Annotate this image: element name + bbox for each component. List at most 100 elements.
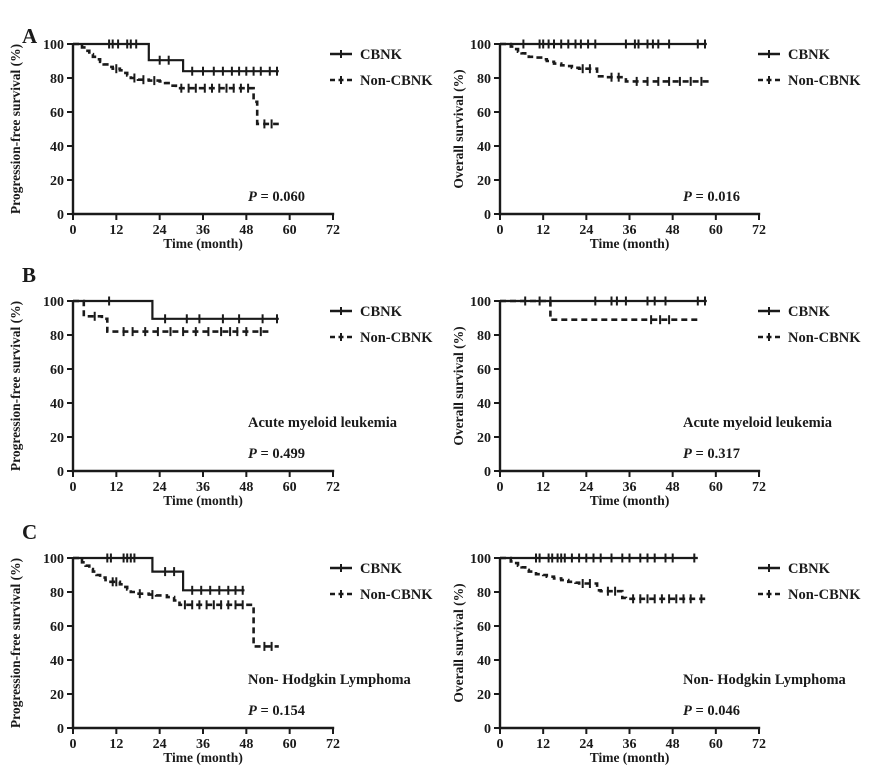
legend-label: Non-CBNK [788, 73, 861, 89]
plot-b-progression-free-survival-aml: 0 20 40 60 80 100 0 12 24 36 48 60 72 Time (month) Pro… [8, 295, 433, 508]
x-tick-label: 60 [709, 480, 723, 495]
x-tick-label: 12 [109, 737, 123, 752]
x-tick-label: 60 [283, 223, 297, 238]
p-value: P = 0.499 [248, 446, 305, 462]
y-axis-title: Overall survival (%) [451, 69, 466, 188]
y-tick-label: 0 [57, 722, 64, 737]
x-tick-label: 36 [196, 480, 210, 495]
panel-label-a: A [22, 24, 38, 48]
y-tick-label: 100 [470, 38, 491, 53]
survival-curve-cbnk [73, 556, 245, 592]
panel-label-c: C [22, 520, 38, 544]
p-value: P = 0.154 [248, 703, 305, 719]
x-tick-label: 72 [326, 480, 340, 495]
x-tick-label: 12 [109, 480, 123, 495]
y-tick-label: 0 [484, 208, 491, 223]
y-tick-label: 20 [477, 688, 491, 703]
survival-curve-non-cbnk [73, 299, 272, 333]
x-tick-label: 72 [752, 480, 766, 495]
x-tick-label: 36 [196, 223, 210, 238]
legend-label: Non-CBNK [788, 587, 861, 603]
x-tick-label: 12 [109, 223, 123, 238]
y-tick-label: 100 [470, 552, 491, 567]
y-tick-label: 60 [50, 363, 64, 378]
x-tick-label: 48 [666, 223, 680, 238]
x-tick-label: 48 [239, 480, 253, 495]
plot-a-overall-survival: 0 20 40 60 80 100 0 12 24 36 48 60 72 Time (month) Ove… [451, 38, 861, 251]
legend-label: Non-CBNK [360, 330, 433, 346]
y-tick-label: 100 [43, 38, 64, 53]
p-value: P = 0.016 [683, 189, 740, 205]
survival-curve-non-cbnk [500, 42, 709, 83]
survival-curve-non-cbnk [73, 42, 279, 126]
survival-curve-cbnk [73, 299, 279, 320]
panel-label-b: B [22, 263, 37, 287]
y-tick-label: 20 [477, 174, 491, 189]
x-tick-label: 60 [283, 737, 297, 752]
x-tick-label: 36 [623, 737, 637, 752]
y-axis-title: Overall survival (%) [451, 326, 466, 445]
y-axis-title: Overall survival (%) [451, 583, 466, 702]
x-tick-label: 60 [709, 737, 723, 752]
legend-label: CBNK [360, 47, 403, 63]
legend-label: CBNK [788, 561, 831, 577]
x-tick-label: 0 [70, 480, 77, 495]
y-tick-label: 0 [484, 722, 491, 737]
p-value: P = 0.060 [248, 189, 305, 205]
x-tick-label: 72 [326, 223, 340, 238]
y-tick-label: 40 [50, 140, 64, 155]
plot-c-progression-free-survival-nhl: 0 20 40 60 80 100 0 12 24 36 48 60 72 Time (month) Pro… [8, 552, 433, 765]
x-tick-label: 36 [623, 480, 637, 495]
survival-curve-non-cbnk [500, 299, 698, 321]
y-tick-label: 0 [57, 465, 64, 480]
x-tick-label: 48 [666, 737, 680, 752]
disease-annotation: Non- Hodgkin Lymphoma [683, 672, 847, 688]
y-tick-label: 80 [477, 329, 491, 344]
x-tick-label: 24 [153, 737, 167, 752]
x-tick-label: 48 [239, 223, 253, 238]
x-tick-label: 24 [579, 223, 593, 238]
legend-label: CBNK [788, 304, 831, 320]
survival-curve-cbnk [73, 42, 279, 73]
y-tick-label: 80 [477, 586, 491, 601]
x-tick-label: 72 [326, 737, 340, 752]
plot-a-progression-free-survival: 0 20 40 60 80 100 0 12 24 36 48 60 72 Time (month) Pro… [8, 38, 433, 251]
x-axis-title: Time (month) [163, 236, 243, 251]
disease-annotation: Non- Hodgkin Lymphoma [248, 672, 412, 688]
y-axis-title: Progression-free survival (%) [8, 301, 23, 471]
x-tick-label: 0 [497, 223, 504, 238]
y-tick-label: 0 [57, 208, 64, 223]
y-tick-label: 20 [50, 431, 64, 446]
x-tick-label: 12 [536, 223, 550, 238]
y-tick-label: 100 [43, 295, 64, 310]
x-axis-title: Time (month) [163, 493, 243, 508]
y-tick-label: 60 [477, 106, 491, 121]
plot-c-overall-survival-nhl: 0 20 40 60 80 100 0 12 24 36 48 60 72 Time (month) Ove… [451, 552, 861, 765]
disease-annotation: Acute myeloid leukemia [683, 415, 833, 431]
y-tick-label: 80 [50, 586, 64, 601]
legend-label: Non-CBNK [360, 587, 433, 603]
x-tick-label: 60 [709, 223, 723, 238]
y-tick-label: 20 [50, 688, 64, 703]
y-tick-label: 40 [477, 654, 491, 669]
x-tick-label: 36 [196, 737, 210, 752]
y-tick-label: 80 [50, 72, 64, 87]
x-tick-label: 24 [579, 480, 593, 495]
x-tick-label: 12 [536, 480, 550, 495]
disease-annotation: Acute myeloid leukemia [248, 415, 398, 431]
y-tick-label: 60 [50, 106, 64, 121]
x-tick-label: 0 [70, 223, 77, 238]
x-axis-title: Time (month) [590, 750, 670, 765]
legend-label: CBNK [360, 304, 403, 320]
y-tick-label: 20 [477, 431, 491, 446]
x-tick-label: 24 [579, 737, 593, 752]
x-tick-label: 48 [239, 737, 253, 752]
x-axis-title: Time (month) [590, 236, 670, 251]
x-tick-label: 0 [497, 737, 504, 752]
y-tick-label: 40 [50, 654, 64, 669]
y-tick-label: 100 [470, 295, 491, 310]
x-tick-label: 72 [752, 223, 766, 238]
p-value: P = 0.046 [683, 703, 740, 719]
y-tick-label: 40 [477, 140, 491, 155]
